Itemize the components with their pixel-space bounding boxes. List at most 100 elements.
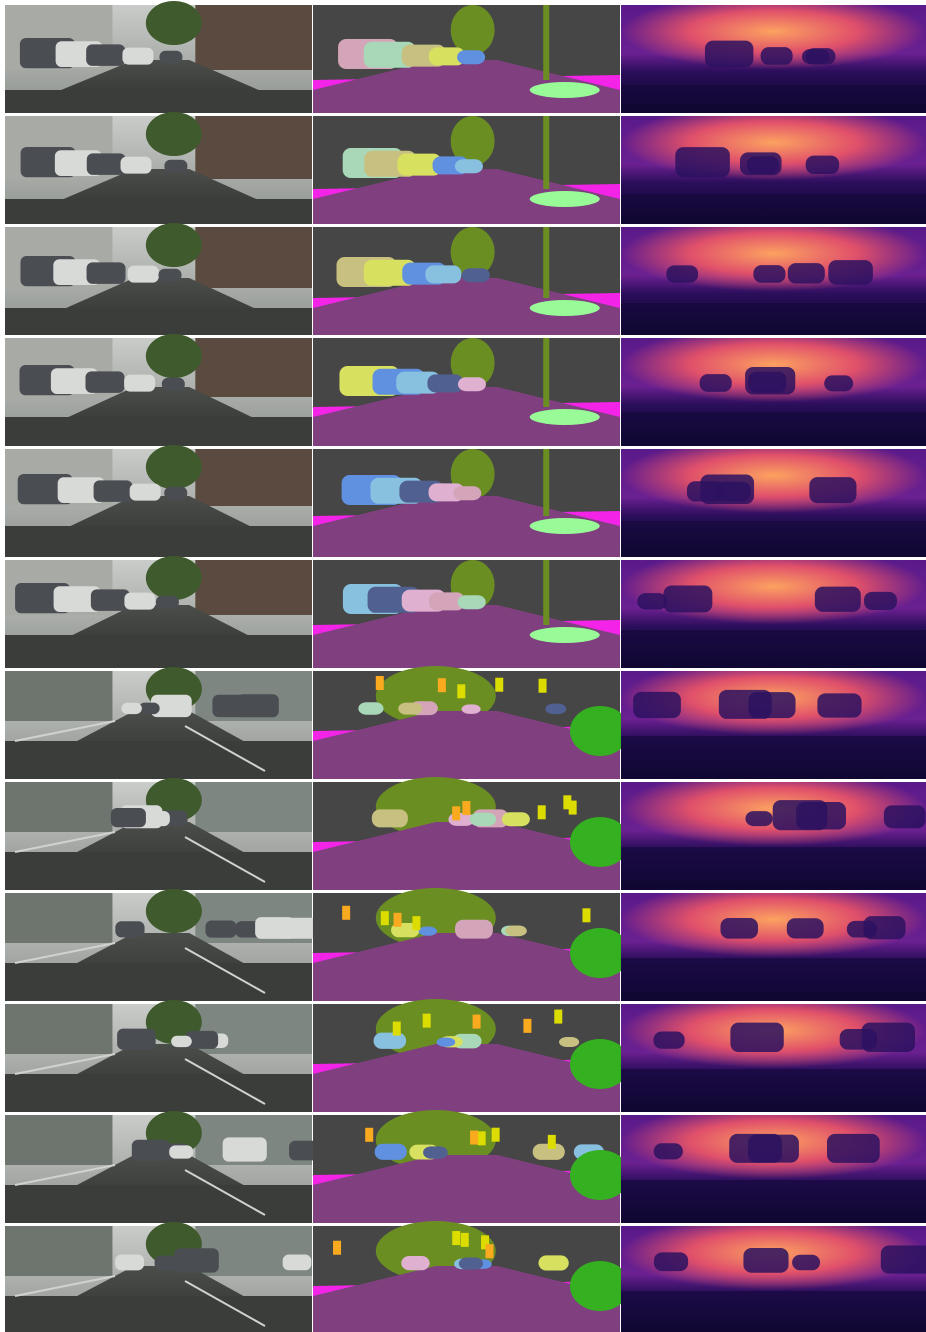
segmentation [313,666,630,779]
seg-car [505,925,527,937]
car [131,1139,170,1161]
segmentation [313,888,630,1001]
car [161,377,185,391]
car [159,50,183,64]
seg-terrain [529,300,600,316]
seg-car [457,50,486,65]
seg-vegetation [570,1039,630,1089]
road-lower [5,852,312,890]
car [138,702,160,715]
photo [5,1222,312,1332]
seg-terrain [529,82,600,98]
seg-sign [462,801,471,816]
depth-near [621,194,926,224]
car [53,586,101,613]
seg-vegetation [570,706,630,756]
seg-sign [523,1018,532,1033]
car [115,921,145,938]
depth-object [700,474,755,505]
seg-sign [380,911,389,926]
seg-terrain [529,191,600,207]
car [127,265,159,283]
depth-object [883,805,926,829]
seg-sign [547,1134,556,1149]
depth-near [621,521,926,557]
seg-car [469,812,497,826]
depth-object [747,1134,799,1163]
photo [5,778,312,890]
depth-object [653,1252,689,1272]
depth-object [730,1022,784,1053]
depth-object [817,693,862,718]
seg-car [545,703,567,715]
seg-vegetation [450,227,495,277]
segmentation [313,777,630,890]
depth-map [621,1226,926,1332]
seg-vegetation [570,1150,630,1200]
seg-sign [538,678,547,693]
seg-pole [543,116,550,189]
depth-object [787,263,825,284]
seg-road [313,822,620,890]
road-lower [5,526,312,557]
seg-car [358,702,384,715]
lane-mark [14,1053,116,1075]
depth-map [621,449,926,557]
seg-vegetation [450,5,495,55]
depth-near [621,85,926,113]
seg-sign [477,1131,486,1146]
building-right [195,449,312,506]
depth-object [666,265,699,283]
seg-car [461,268,490,283]
building-left [5,1226,113,1276]
seg-car [418,926,438,936]
seg-terrain [529,518,600,534]
photo [5,1000,312,1112]
depth-object [699,374,732,392]
lane-mark [184,1280,266,1327]
building-right [195,782,312,832]
seg-pole [543,5,550,80]
depth-object [663,585,713,613]
photo [5,223,312,335]
seg-vegetation [570,817,630,867]
depth-map [621,560,926,668]
car [164,486,188,500]
seg-road [313,1044,620,1112]
building-right [195,116,312,179]
depth-far [621,227,926,303]
depth-far [621,5,926,81]
seg-sign [460,1232,469,1247]
car [57,477,105,504]
building-right [195,5,312,70]
building-left [5,671,113,721]
depth-near [621,303,926,335]
seg-car [532,1143,565,1160]
car [155,595,179,609]
depth-object [805,155,840,175]
tree [145,223,202,267]
depth-object [786,918,824,939]
depth-object [720,917,759,939]
road-lower [5,1074,312,1112]
tree [145,1,202,45]
depth-object [828,260,873,285]
depth-object [805,48,836,65]
car [174,1248,219,1273]
seg-sign [485,1244,494,1259]
lane-mark [14,1164,116,1186]
seg-car [453,486,482,501]
depth-object [748,371,787,393]
road-lower [5,1185,312,1223]
segmentation [313,999,630,1112]
depth-map [621,116,926,224]
tree [145,112,202,156]
seg-car [458,1257,484,1270]
car [129,483,161,501]
car [124,592,156,610]
seg-sign [537,805,546,820]
depth-object [675,147,730,178]
seg-vegetation [450,338,495,388]
